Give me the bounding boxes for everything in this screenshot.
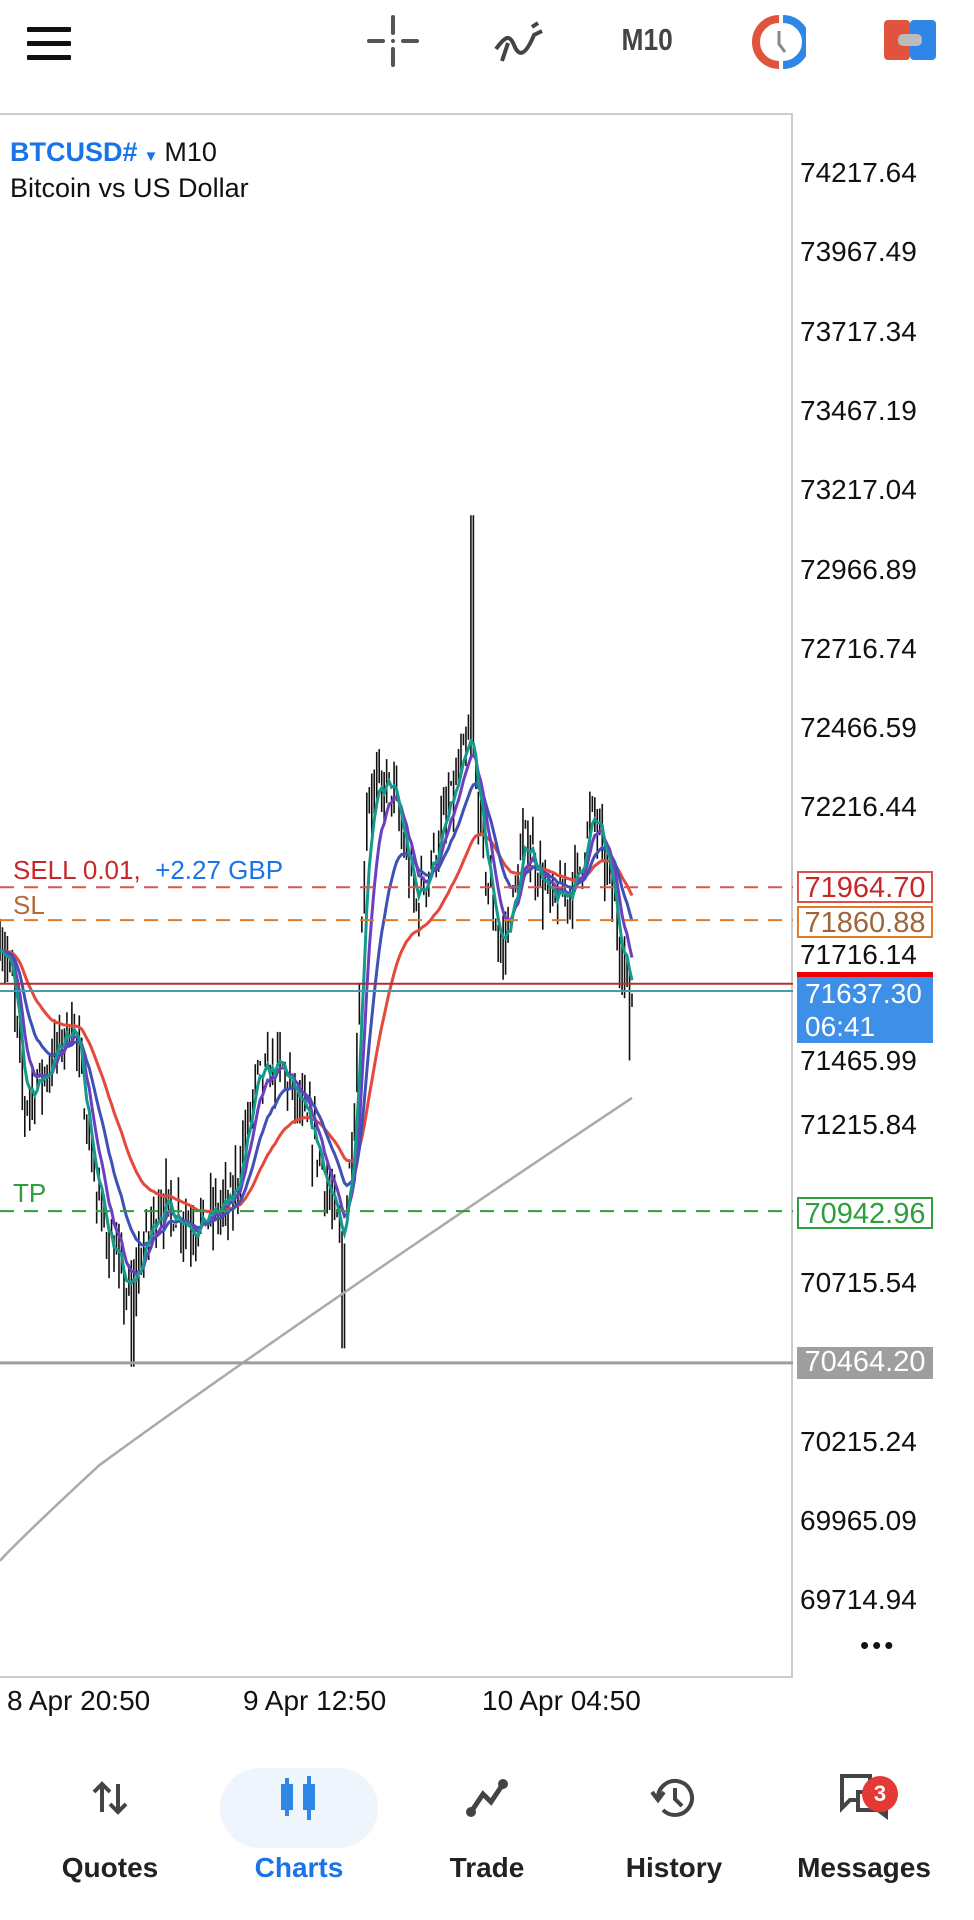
ma-teal-line [0,738,634,1286]
timeframe-button[interactable]: M10 [621,22,673,57]
chart-area[interactable] [0,113,793,1678]
quotes-icon [30,1760,190,1836]
price-tick: 74217.64 [800,157,917,188]
level-price-label: 70464.20 [797,1347,933,1379]
price-tick: 71716.14 [800,939,917,970]
nav-trade[interactable]: Trade [407,1760,567,1884]
trade-icon [407,1760,567,1836]
open-price-label: 71964.70 [797,871,933,903]
tp-label: TP [13,1178,47,1208]
nav-messages[interactable]: Messages [784,1760,944,1884]
price-tick: 72216.44 [800,791,917,823]
price-tick: 70215.24 [800,1425,917,1457]
price-tick: 73467.19 [800,394,917,426]
history-icon [594,1760,754,1836]
time-tick: 9 Apr 12:50 [243,1685,387,1716]
price-bars [0,515,633,1367]
crosshair-icon[interactable] [367,15,419,67]
trade-toggle-icon[interactable] [884,20,936,60]
symbol[interactable]: BTCUSD# [10,137,138,167]
charts-icon [219,1760,379,1836]
price-tick: 70715.54 [800,1267,917,1299]
price-tick: 72466.59 [800,712,917,744]
price-tick: 69965.09 [800,1505,917,1537]
chart-timeframe: M10 [164,137,217,167]
price-tick: 71215.84 [800,1108,917,1140]
price-tick: 72966.89 [800,553,917,585]
price-tick: 73967.49 [800,236,917,268]
symbol-selector[interactable]: BTCUSD# ▼ M10 [10,137,217,168]
price-tick: 73217.04 [800,474,917,506]
ma-blue-line [0,781,634,1248]
price-tick: 73717.34 [800,315,917,347]
price-tick: 69714.94 [800,1584,917,1616]
tp-price-label: 70942.96 [797,1197,933,1229]
messages-badge: 3 [862,1776,898,1812]
clock-icon[interactable] [752,15,806,69]
sl-price-label: 71860.88 [797,906,933,938]
more-icon[interactable]: ••• [860,1630,897,1660]
dropdown-icon[interactable]: ▼ [143,148,159,165]
position-label[interactable]: SELL 0.01, +2.27 GBP [13,855,284,885]
symbol-description: Bitcoin vs US Dollar [10,173,249,203]
bid-marker [797,972,933,977]
nav-charts[interactable]: Charts [219,1760,379,1884]
time-tick: 8 Apr 20:50 [7,1685,151,1716]
menu-icon[interactable] [27,27,71,69]
ma-long-line [0,1096,633,1562]
price-tick: 71465.99 [800,1045,917,1076]
top-toolbar: M10 [0,0,974,90]
time-tick: 10 Apr 04:50 [482,1685,641,1716]
active-tab-highlight [220,1768,378,1848]
price-chart[interactable] [0,113,793,1678]
indicators-icon[interactable] [492,15,548,67]
sl-label: SL [13,890,45,920]
price-tick: 72716.74 [800,632,917,664]
nav-history[interactable]: History [594,1760,754,1884]
nav-quotes[interactable]: Quotes [30,1760,190,1884]
current-price-label: 71637.30 06:41 [797,977,933,1043]
ma-purple-line [0,752,634,1277]
